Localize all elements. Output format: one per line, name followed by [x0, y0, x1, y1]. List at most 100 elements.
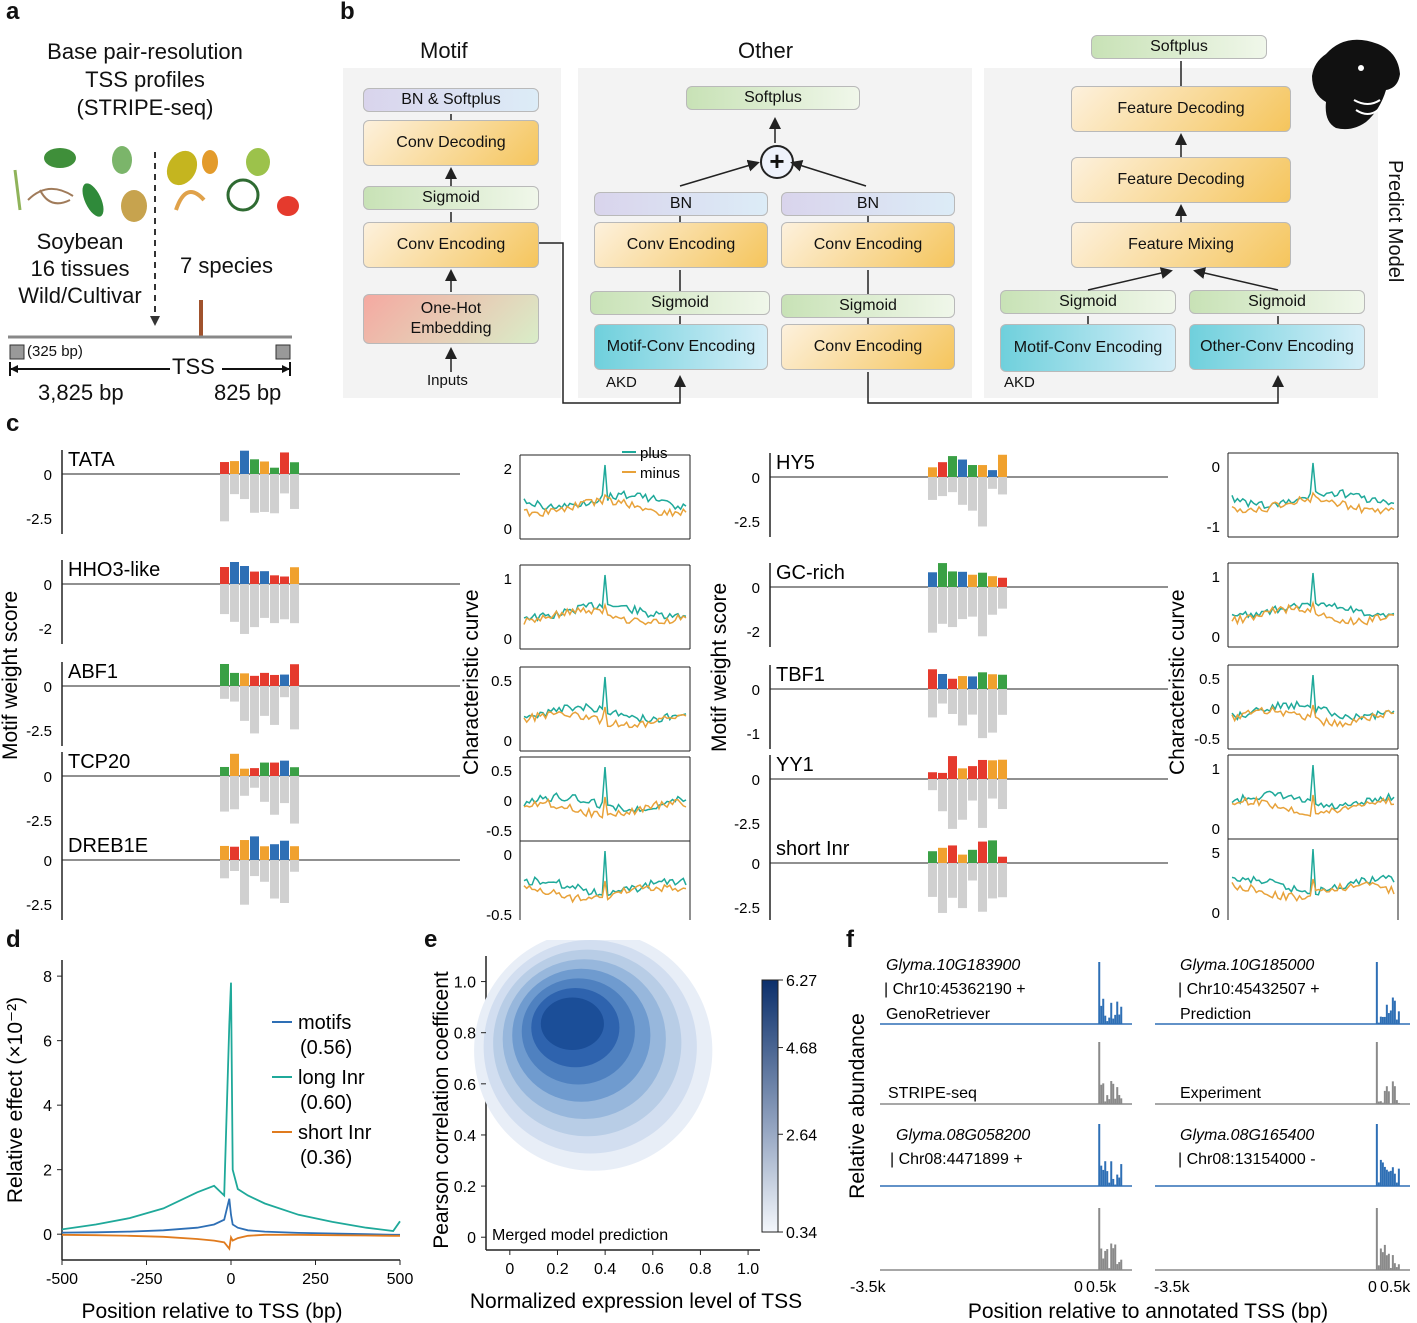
logo-letter-neg [260, 776, 269, 802]
curve-tick: 1 [1212, 761, 1220, 778]
logo-letter-pos [988, 840, 997, 863]
track-gene: Glyma.10G185000 [1180, 957, 1314, 974]
logo-letter-pos [938, 772, 947, 779]
logo-letter-pos [998, 454, 1007, 477]
track-label: Prediction [1180, 1006, 1251, 1023]
track-label: GenoRetriever [886, 1006, 991, 1023]
logo-letter-pos [250, 459, 259, 474]
track-gene: Glyma.08G058200 [896, 1127, 1030, 1144]
logo-letter-neg [270, 584, 279, 624]
track-locus: | Chr08:4471899 + [890, 1151, 1023, 1168]
logo-letter-neg [270, 860, 279, 899]
logo-letter-pos [220, 567, 229, 584]
logo-letter-pos [958, 768, 967, 779]
track-locus: | Chr10:45362190 + [884, 981, 1026, 998]
logo-letter-neg [240, 776, 249, 796]
logo-letter-neg [978, 477, 987, 527]
conv-encoding-box: Conv Encoding [363, 222, 539, 268]
logo-letter-neg [290, 474, 299, 509]
logo-letter-pos [958, 676, 967, 689]
motif-name: GC-rich [776, 562, 845, 584]
motif-name: TCP20 [68, 751, 130, 773]
logo-letter-neg [290, 686, 299, 730]
curve-minus [523, 796, 687, 819]
logo-letter-neg [290, 776, 299, 824]
x-tick-label: 0 [505, 1261, 514, 1278]
logo-letter-neg [260, 860, 269, 882]
x-tick-label: 1.0 [737, 1261, 759, 1278]
logo-letter-pos [938, 673, 947, 689]
track-locus: | Chr10:45432507 + [1178, 981, 1320, 998]
logo-letter-neg [280, 860, 289, 903]
legend-score: (0.36) [300, 1147, 352, 1169]
curve-minus [523, 706, 687, 729]
predict-sigmoid-left: Sigmoid [1000, 290, 1176, 314]
soybean-line: Wild/Cultivar [18, 283, 142, 308]
motif-tick: 0 [752, 470, 760, 487]
track-gene: Glyma.10G183900 [886, 957, 1020, 974]
motif-tick: 0 [44, 679, 52, 696]
motif-name: short Inr [776, 838, 850, 860]
x-tick-label: -3.5k [1154, 1279, 1191, 1296]
logo-letter-neg [958, 477, 967, 505]
panel-letter-d: d [6, 926, 21, 953]
logo-letter-pos [938, 462, 947, 477]
curve-tick: 0 [1212, 701, 1220, 718]
logo-letter-neg [280, 474, 289, 494]
logo-letter-neg [290, 584, 299, 624]
track-locus: | Chr08:13154000 - [1178, 1151, 1316, 1168]
logo-letter-pos [270, 575, 279, 584]
curve-minus [1231, 794, 1395, 817]
logo-letter-pos [988, 576, 997, 587]
logo-letter-neg [938, 587, 947, 624]
curve-tick: -0.5 [1194, 731, 1220, 748]
curve-tick: 1 [504, 571, 512, 588]
curve-tick: 0 [504, 847, 512, 864]
logo-letter-pos [968, 574, 977, 587]
logo-letter-pos [938, 563, 947, 587]
logo-letter-pos [958, 571, 967, 587]
logo-letter-pos [240, 768, 249, 776]
curve-plus [523, 850, 687, 897]
logo-letter-neg [988, 863, 997, 899]
x-tick-label: -250 [130, 1271, 162, 1288]
logo-letter-pos [948, 678, 957, 689]
logo-letter-pos [230, 672, 239, 686]
logo-letter-neg [220, 584, 229, 615]
curve-tick: 1 [1212, 569, 1220, 586]
x-axis-label: Normalized expression level of TSS [470, 1290, 802, 1313]
colorbar [761, 979, 779, 1233]
y-tick-label: 0.4 [454, 1128, 476, 1145]
logo-letter-neg [250, 776, 259, 788]
x-tick-label: 250 [302, 1271, 329, 1288]
logo-letter-pos [250, 836, 259, 860]
logo-letter-pos [998, 856, 1007, 863]
one-hot-embedding-box: One-Hot Embedding [363, 294, 539, 344]
logo-letter-pos [220, 462, 229, 474]
logo-letter-neg [230, 474, 239, 495]
y-tick-label: 2 [43, 1163, 52, 1180]
motif-tick: -2.5 [734, 900, 760, 917]
logo-letter-pos [968, 766, 977, 779]
curve-tick: 0 [1212, 459, 1220, 476]
logo-letter-neg [958, 863, 967, 909]
akd-label-other: AKD [606, 374, 637, 391]
logo-letter-pos [978, 841, 987, 863]
logo-letter-pos [998, 674, 1007, 689]
logo-letter-pos [230, 846, 239, 860]
ylabel-curve-right: Characteristic curve [1166, 589, 1189, 775]
logo-letter-neg [260, 584, 269, 618]
motif-tick: 0 [44, 577, 52, 594]
logo-letter-neg [938, 689, 947, 704]
panel-letter-e: e [424, 926, 438, 953]
motif-tick: 0 [752, 772, 760, 789]
series-line-long-Inr [61, 982, 401, 1232]
x-tick-label: 0.2 [546, 1261, 568, 1278]
chart-d-relative-effect: 0 2 4 6 8 -500 -250 0 250 500 motifs (0.56) long Inr… [4, 960, 413, 1323]
chart-f-tracks: Glyma.10G183900 | Chr10:45362190 + GenoRet… [846, 957, 1411, 1323]
ylabel-motif-left: Motif weight score [0, 591, 22, 760]
logo-letter-pos [280, 452, 289, 474]
colorbar-tick-label: 0.34 [786, 1225, 817, 1242]
logo-letter-neg [958, 689, 967, 726]
logo-letter-neg [988, 779, 997, 799]
